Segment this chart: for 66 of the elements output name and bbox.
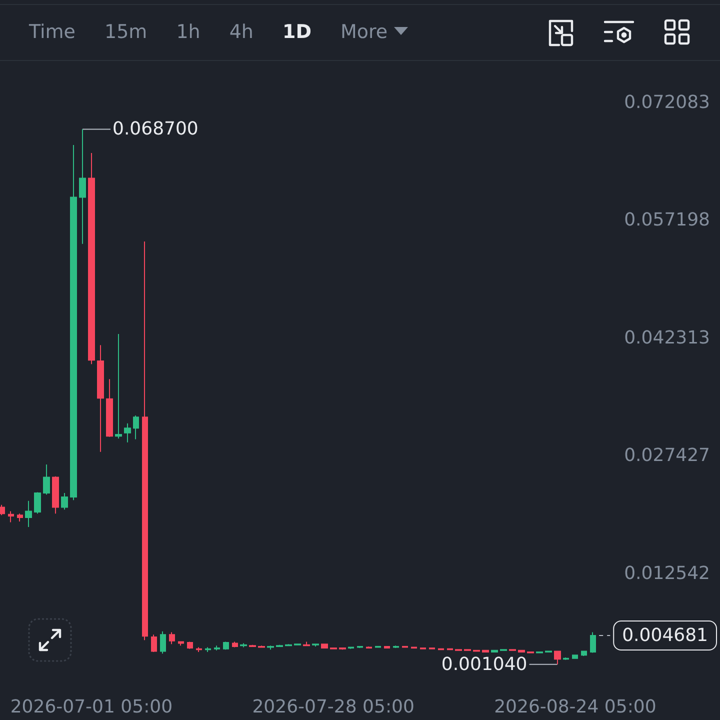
candlestick	[187, 641, 193, 650]
candlestick	[151, 634, 157, 652]
candlestick	[518, 650, 525, 652]
candlestick	[312, 644, 319, 647]
x-tick-label: 2026-07-01 05:00	[10, 696, 173, 718]
candlestick	[17, 513, 23, 522]
candlestick	[384, 646, 390, 649]
candlestick	[142, 241, 148, 641]
candlestick	[554, 650, 561, 665]
candlestick	[214, 645, 220, 651]
candlestick	[196, 646, 202, 652]
candlestick	[124, 422, 131, 443]
candlestick	[106, 378, 113, 438]
candlestick	[34, 492, 41, 514]
candlestick	[357, 646, 363, 649]
text: 1D	[282, 20, 312, 42]
text: Time	[29, 20, 76, 42]
candlestick	[581, 650, 587, 656]
candlestick	[276, 644, 283, 647]
annotation: 0.001040	[441, 654, 528, 675]
candlestick	[61, 492, 68, 510]
candlestick	[8, 510, 14, 523]
candlestick	[133, 415, 139, 440]
candlestick	[348, 646, 354, 650]
text: More	[340, 20, 389, 42]
text: 1h	[176, 20, 200, 42]
candlestick	[393, 645, 399, 649]
candlestick	[232, 641, 238, 648]
candlestick	[590, 632, 596, 654]
candlestick	[223, 641, 229, 650]
y-tick-label: 0.012542	[624, 562, 710, 584]
candlestick	[482, 650, 489, 652]
y-tick-label: 0.042313	[624, 327, 710, 348]
candlestick	[285, 644, 292, 646]
y-tick-label: 0.027427	[624, 445, 710, 466]
ref-line-label: 0.004681	[622, 625, 708, 646]
candlestick	[366, 646, 372, 649]
candlestick	[52, 476, 59, 514]
candlestick	[97, 344, 104, 452]
candlestick	[160, 630, 166, 654]
candlestick	[267, 645, 274, 650]
candlestick	[491, 650, 498, 652]
candlestick	[178, 641, 184, 646]
x-tick-label: 2026-07-28 05:00	[252, 696, 414, 718]
candlestick	[43, 464, 50, 496]
text: 4h	[229, 20, 254, 42]
candlestick	[169, 632, 175, 645]
candlestick	[563, 657, 569, 660]
y-tick-label: 0.072083	[624, 92, 710, 113]
candlestick	[258, 645, 265, 648]
candlestick	[115, 334, 122, 439]
candlestick	[240, 642, 247, 648]
candlestick	[88, 152, 95, 365]
candlestick	[303, 641, 310, 646]
candlestick	[339, 648, 346, 650]
candlestick	[79, 128, 86, 244]
candlestick	[321, 644, 328, 649]
x-tick-label: 2026-08-24 05:00	[494, 696, 656, 718]
y-tick-label: 0.057198	[624, 210, 710, 231]
candlestick	[249, 644, 256, 647]
candlestick	[572, 654, 578, 659]
annotation: 0.068700	[112, 118, 198, 140]
candlestick	[70, 144, 77, 501]
candlestick	[25, 500, 32, 528]
text: 15m	[104, 20, 148, 42]
candlestick	[205, 646, 211, 652]
